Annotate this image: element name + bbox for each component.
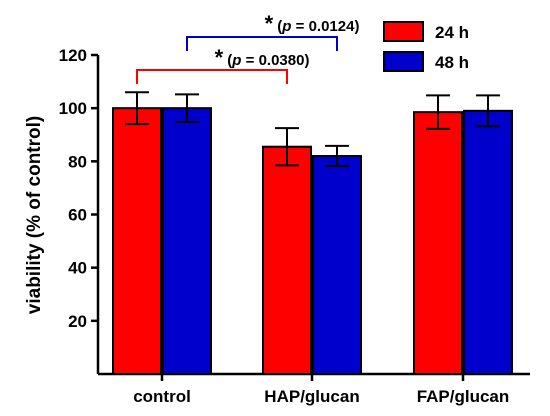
bar <box>413 111 463 375</box>
significance-label: * (p = 0.0124) <box>265 11 360 36</box>
x-tick-label: control <box>133 387 191 406</box>
legend-swatch <box>383 51 424 72</box>
chart-bars <box>112 91 513 376</box>
y-tick-label: 60 <box>68 206 87 225</box>
chart-legend: 24 h 48 h <box>383 21 469 72</box>
significance-annotations: * (p = 0.0124) * (p = 0.0380) <box>136 11 360 84</box>
bar <box>262 145 312 375</box>
significance-bracket <box>186 36 338 51</box>
y-axis-label: viability (% of control) <box>24 116 45 314</box>
chart-axes: 20 40 60 80 100 120 control HAP/glucan FAP/gluca… <box>59 46 530 406</box>
legend-label: 48 h <box>435 53 469 72</box>
significance-label: * (p = 0.0380) <box>215 45 310 70</box>
y-tick-label: 120 <box>59 46 87 65</box>
x-tick-label: HAP/glucan <box>264 387 359 406</box>
bar <box>112 107 162 376</box>
significance-bracket <box>136 69 288 84</box>
legend-label: 24 h <box>435 23 469 42</box>
bar <box>312 155 362 375</box>
y-tick-label: 100 <box>59 99 87 118</box>
bar <box>463 109 513 375</box>
y-tick-label: 40 <box>68 259 87 278</box>
y-tick-label: 80 <box>68 152 87 171</box>
bar <box>162 107 212 376</box>
y-tick-label: 20 <box>68 312 87 331</box>
legend-swatch <box>383 21 424 42</box>
x-tick-label: FAP/glucan <box>417 387 510 406</box>
